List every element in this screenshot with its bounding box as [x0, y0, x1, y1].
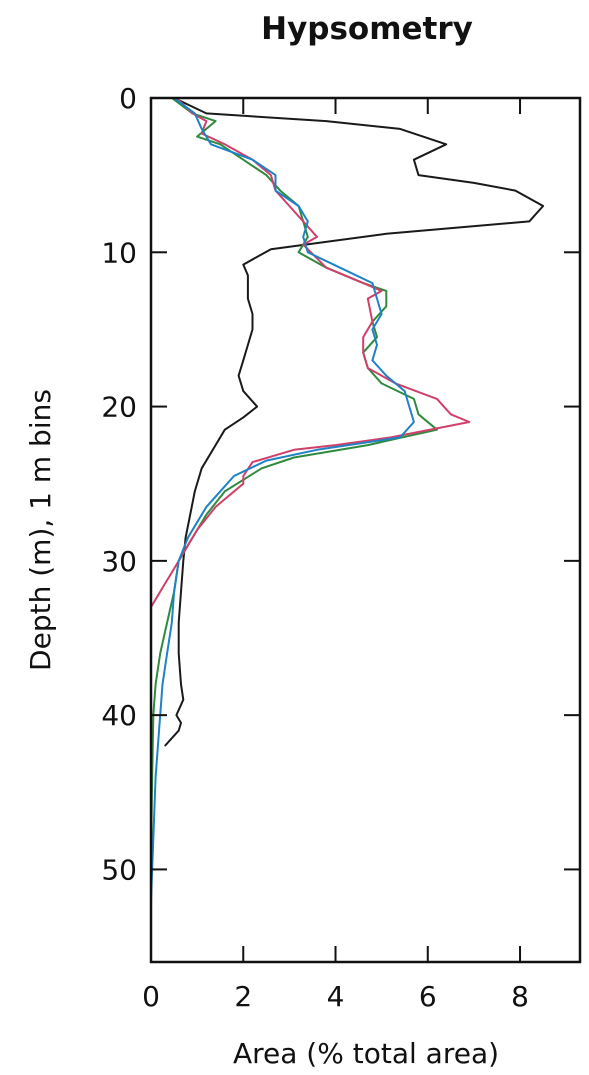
series-line-1: [164, 97, 545, 747]
x-tick-label: 2: [234, 980, 252, 1013]
x-axis-label: Area (% total area): [233, 1037, 499, 1070]
x-tick-label: 8: [511, 980, 529, 1013]
series-line-4: [150, 97, 415, 962]
y-axis-label: Depth (m), 1 m bins: [24, 389, 57, 671]
chart-title: Hypsometry: [261, 11, 473, 47]
y-tick-label: 10: [101, 236, 137, 269]
ticks-layer: 0 2 4 6 8 0 10 20 30 40 50: [101, 82, 580, 1013]
y-tick-label: 50: [101, 853, 137, 886]
plot-frame: [149, 96, 582, 964]
y-tick-label: 0: [119, 82, 137, 115]
series-layer: [150, 97, 545, 962]
y-tick-label: 40: [101, 699, 137, 732]
y-tick-label: 30: [101, 545, 137, 578]
series-line-3: [150, 97, 471, 608]
x-tick-label: 6: [419, 980, 437, 1013]
x-tick-label: 0: [142, 980, 160, 1013]
series-line-2: [150, 97, 438, 962]
y-tick-label: 20: [101, 391, 137, 424]
x-tick-label: 4: [327, 980, 345, 1013]
